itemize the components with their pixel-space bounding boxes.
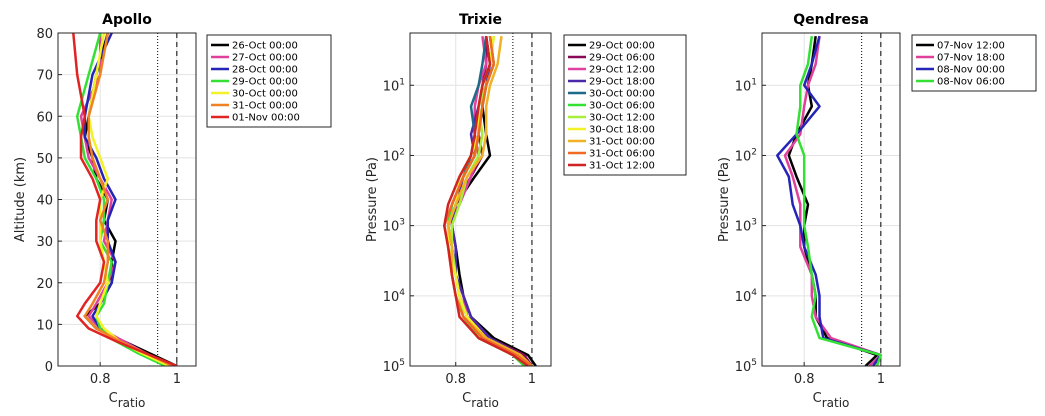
- x-tick-label: 1: [173, 372, 181, 387]
- legend-label: 31-Oct 12:00: [589, 161, 655, 172]
- y-tick-label: 30: [36, 235, 53, 250]
- legend-label: 08-Nov 00:00: [937, 65, 1005, 76]
- x-tick-label: 1: [528, 372, 536, 387]
- legend-label: 30-Oct 18:00: [589, 125, 655, 136]
- legend-label: 30-Oct 06:00: [589, 101, 655, 112]
- legend-label: 29-Oct 00:00: [232, 77, 298, 88]
- x-tick-label: 0.8: [90, 372, 111, 387]
- chart-title: Apollo: [102, 12, 152, 28]
- y-tick-label: 103: [383, 218, 405, 235]
- series-line: [83, 33, 174, 366]
- subplot: 101 102 103 104 105 0.8 1 Trixie Pressure (Pa) Cr…: [365, 12, 687, 410]
- legend-label: 31-Oct 00:00: [232, 101, 298, 112]
- legend-label: 29-Oct 06:00: [589, 53, 655, 64]
- x-axis-label: Cratio: [813, 391, 850, 410]
- legend-label: 01-Nov 00:00: [232, 113, 300, 124]
- legend-label: 28-Oct 00:00: [232, 65, 298, 76]
- x-tick-label: 0.8: [794, 372, 815, 387]
- legend-label: 08-Nov 06:00: [937, 77, 1005, 88]
- x-tick-label: 0.8: [445, 372, 466, 387]
- plot-area: [762, 33, 900, 366]
- legend-label: 30-Oct 00:00: [589, 89, 655, 100]
- legend-label: 29-Oct 00:00: [589, 41, 655, 52]
- legend-label: 31-Oct 06:00: [589, 149, 655, 160]
- legend-label: 30-Oct 00:00: [232, 89, 298, 100]
- y-tick-label: 60: [36, 110, 53, 125]
- series-line: [446, 36, 533, 366]
- x-axis-label: Cratio: [462, 391, 499, 410]
- y-tick-label: 105: [735, 358, 757, 375]
- y-axis-label: Altitude (km): [13, 157, 28, 242]
- x-axis-label-main: C: [462, 391, 471, 406]
- chart-title: Qendresa: [793, 12, 869, 28]
- axes-box: [761, 32, 901, 367]
- series-line: [795, 36, 883, 366]
- y-tick-label: 40: [36, 194, 53, 209]
- y-tick-label: 103: [735, 218, 757, 235]
- axes-box: [409, 32, 552, 367]
- series-line: [776, 35, 883, 366]
- y-tick-label: 0: [45, 360, 53, 375]
- subplot: 101 102 103 104 105 0.8 1 Qendresa Pressure (Pa)…: [717, 12, 1037, 410]
- x-axis-label-subscript: ratio: [118, 396, 146, 410]
- series-line: [72, 33, 178, 366]
- x-axis-label-subscript: ratio: [471, 396, 499, 410]
- x-axis-label-subscript: ratio: [822, 396, 850, 410]
- chart-title: Trixie: [459, 12, 502, 28]
- y-tick-label: 10: [36, 318, 53, 333]
- legend-label: 27-Oct 00:00: [232, 53, 298, 64]
- y-axis-label: Pressure (Pa): [365, 157, 380, 242]
- legend-label: 31-Oct 00:00: [589, 137, 655, 148]
- y-axis-label: Pressure (Pa): [717, 157, 732, 242]
- y-tick-label: 102: [383, 147, 405, 164]
- y-tick-label: 101: [383, 77, 405, 94]
- axes-box: [57, 32, 197, 367]
- legend-label: 07-Nov 12:00: [937, 41, 1005, 52]
- y-tick-label: 105: [383, 358, 405, 375]
- series-line: [783, 36, 883, 366]
- series-line: [443, 36, 533, 366]
- y-tick-label: 20: [36, 277, 53, 292]
- y-tick-label: 104: [735, 288, 758, 305]
- y-tick-label: 50: [36, 152, 53, 167]
- y-tick-label: 104: [383, 288, 406, 305]
- x-tick-label: 1: [877, 372, 885, 387]
- y-tick-label: 70: [36, 69, 53, 84]
- legend-label: 29-Oct 18:00: [589, 77, 655, 88]
- y-tick-label: 102: [735, 147, 757, 164]
- legend-label: 30-Oct 12:00: [589, 113, 655, 124]
- x-axis-label: Cratio: [109, 391, 146, 410]
- series-line: [87, 33, 170, 366]
- x-axis-label-main: C: [109, 391, 118, 406]
- legend-label: 29-Oct 12:00: [589, 65, 655, 76]
- series-line: [443, 36, 529, 366]
- y-tick-label: 101: [735, 77, 757, 94]
- legend-label: 07-Nov 18:00: [937, 53, 1005, 64]
- legend-label: 26-Oct 00:00: [232, 41, 298, 52]
- plot-area: [410, 33, 551, 366]
- y-tick-label: 80: [36, 27, 53, 42]
- x-axis-label-main: C: [813, 391, 822, 406]
- subplot: 0 10 20 30 40 50 60 70 80 0.8 1 Apollo Altitude (km)…: [13, 12, 332, 410]
